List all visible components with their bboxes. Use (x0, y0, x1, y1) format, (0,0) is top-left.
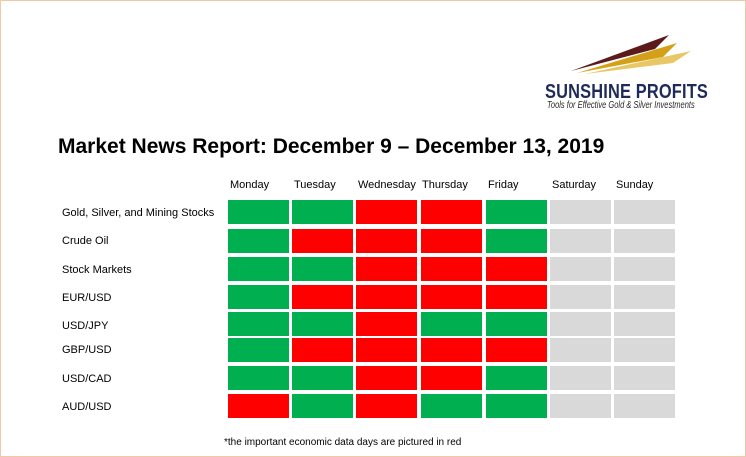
row-label-gold-silver-mining: Gold, Silver, and Mining Stocks (62, 207, 215, 219)
status-cell (421, 229, 482, 253)
status-cell (356, 312, 417, 336)
row-label-usd-jpy: USD/JPY (62, 320, 109, 332)
status-cell (614, 229, 675, 253)
status-cell (356, 285, 417, 309)
status-cell (614, 312, 675, 336)
status-cell (486, 312, 547, 336)
status-cell (292, 338, 353, 362)
status-cell (486, 200, 547, 224)
status-cell (421, 257, 482, 281)
status-cell (550, 312, 611, 336)
day-header-monday: Monday (230, 179, 270, 191)
status-cell (614, 200, 675, 224)
status-cell (614, 257, 675, 281)
status-cell (486, 338, 547, 362)
status-cell (356, 257, 417, 281)
status-cell (614, 394, 675, 418)
status-cell (486, 366, 547, 390)
status-cell (550, 285, 611, 309)
status-cell (228, 200, 289, 224)
sunshine-profits-logo: SUNSHINE PROFITS Tools for Effective Gol… (541, 31, 741, 117)
row-label-usd-cad: USD/CAD (62, 373, 112, 385)
row-label-eur-usd: EUR/USD (62, 292, 112, 304)
status-cell (356, 338, 417, 362)
status-cell (421, 312, 482, 336)
day-header-thursday: Thursday (422, 179, 468, 191)
status-cell (486, 394, 547, 418)
status-cell (550, 394, 611, 418)
status-cell (292, 257, 353, 281)
status-cell (292, 366, 353, 390)
status-cell (550, 257, 611, 281)
status-cell (228, 338, 289, 362)
status-cell (292, 394, 353, 418)
report-title: Market News Report: December 9 – Decembe… (58, 135, 605, 158)
status-cell (292, 229, 353, 253)
status-cell (421, 200, 482, 224)
status-cell (486, 229, 547, 253)
status-cell (486, 257, 547, 281)
day-header-tuesday: Tuesday (294, 179, 336, 191)
status-cell (292, 312, 353, 336)
day-header-sunday: Sunday (616, 179, 654, 191)
row-label-gbp-usd: GBP/USD (62, 344, 112, 356)
status-cell (292, 200, 353, 224)
status-cell (228, 257, 289, 281)
row-label-aud-usd: AUD/USD (62, 401, 112, 413)
status-cell (228, 394, 289, 418)
status-cell (421, 366, 482, 390)
footnote: *the important economic data days are pi… (224, 437, 462, 448)
status-cell (356, 366, 417, 390)
day-header-saturday: Saturday (552, 179, 597, 191)
status-cell (356, 229, 417, 253)
status-cell (614, 366, 675, 390)
status-cell (550, 200, 611, 224)
status-cell (421, 285, 482, 309)
day-header-wednesday: Wednesday (358, 179, 416, 191)
logo-swoosh-icon (571, 35, 691, 74)
day-header-friday: Friday (488, 179, 519, 191)
status-cell (550, 338, 611, 362)
logo-tagline: Tools for Effective Gold & Silver Invest… (547, 100, 695, 111)
status-cell (614, 285, 675, 309)
status-cell (228, 229, 289, 253)
status-cell (486, 285, 547, 309)
status-cell (228, 366, 289, 390)
status-cell (614, 338, 675, 362)
status-cell (550, 229, 611, 253)
status-cell (421, 338, 482, 362)
status-cell (228, 312, 289, 336)
status-cell (228, 285, 289, 309)
status-cell (421, 394, 482, 418)
row-label-crude-oil: Crude Oil (62, 235, 109, 247)
status-cell (550, 366, 611, 390)
status-cell (356, 200, 417, 224)
status-cell (356, 394, 417, 418)
status-cell (292, 285, 353, 309)
row-label-stock-markets: Stock Markets (62, 264, 132, 276)
logo-brand-name: SUNSHINE PROFITS (545, 81, 709, 103)
